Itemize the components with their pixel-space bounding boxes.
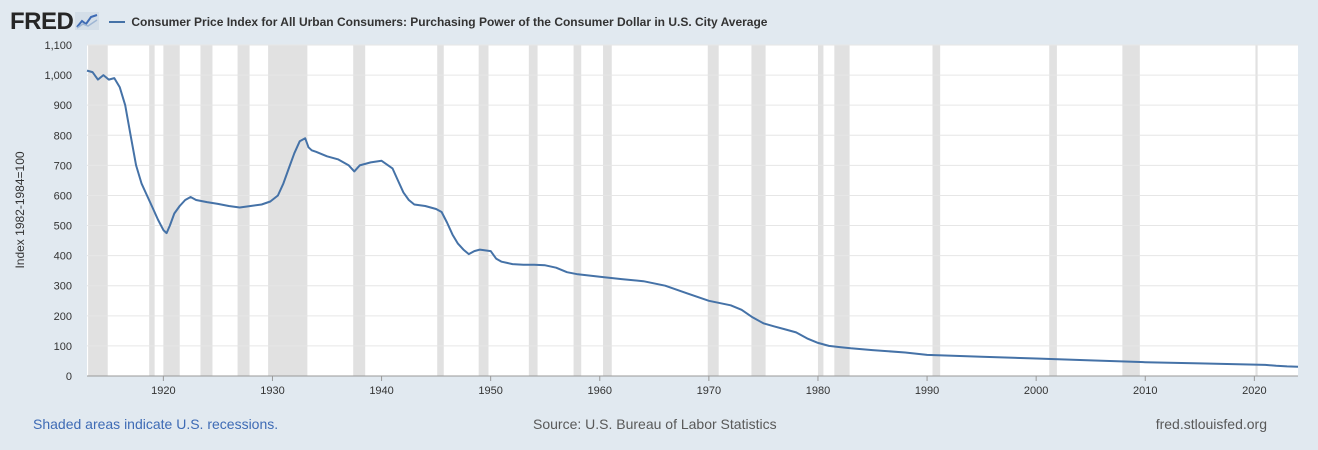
y-tick-label-11: 1,100 <box>44 40 72 52</box>
recession-band-0 <box>88 45 108 376</box>
recession-band-13 <box>751 45 766 376</box>
recession-band-6 <box>353 45 366 376</box>
y-axis-label: Index 1982-1984=100 <box>13 151 27 268</box>
recession-band-8 <box>478 45 489 376</box>
legend-line-swatch <box>109 21 126 23</box>
recession-band-3 <box>200 45 213 376</box>
recession-band-12 <box>707 45 719 376</box>
y-tick-label-0: 0 <box>66 371 72 383</box>
y-tick-label-2: 200 <box>54 311 72 323</box>
recession-band-16 <box>932 45 941 376</box>
x-tick-label-0: 1920 <box>151 385 175 397</box>
line-chart: 0 100 200 300 400 500 600 700 800 900 1,000 1,100 19… <box>13 40 1299 397</box>
x-tick-label-9: 2010 <box>1133 385 1157 397</box>
recession-band-5 <box>268 45 308 376</box>
x-tick-label-1: 1930 <box>260 385 284 397</box>
recession-band-17 <box>1049 45 1057 376</box>
x-tick-label-4: 1960 <box>588 385 612 397</box>
y-tick-label-7: 700 <box>54 160 72 172</box>
x-tick-label-7: 1990 <box>915 385 939 397</box>
site-link[interactable]: fred.stlouisfed.org <box>1155 416 1267 432</box>
recession-band-2 <box>163 45 180 376</box>
fred-chart-icon <box>75 12 100 30</box>
recession-band-1 <box>149 45 155 376</box>
x-tick-label-2: 1940 <box>369 385 393 397</box>
x-tick-label-5: 1970 <box>697 385 721 397</box>
series-line-0[interactable] <box>86 69 1299 368</box>
recession-band-4 <box>237 45 250 376</box>
y-tick-label-10: 1,000 <box>44 70 72 82</box>
y-tick-label-4: 400 <box>54 251 72 263</box>
recession-band-11 <box>603 45 612 376</box>
x-tick-label-8: 2000 <box>1024 385 1048 397</box>
recession-band-10 <box>573 45 582 376</box>
recession-band-9 <box>528 45 538 376</box>
recession-band-15 <box>834 45 850 376</box>
y-tick-label-8: 800 <box>54 130 72 142</box>
recession-band-14 <box>817 45 824 376</box>
axes: 0 100 200 300 400 500 600 700 800 900 1,000 1,100 19… <box>44 40 1298 397</box>
y-tick-label-3: 300 <box>54 281 72 293</box>
chart-title[interactable]: Consumer Price Index for All Urban Consu… <box>131 15 768 29</box>
y-tick-label-6: 600 <box>54 190 72 202</box>
recession-band-18 <box>1122 45 1140 376</box>
recession-band-19 <box>1255 45 1258 376</box>
x-tick-label-3: 1950 <box>478 385 502 397</box>
source-note[interactable]: Source: U.S. Bureau of Labor Statistics <box>533 416 777 432</box>
y-tick-label-9: 900 <box>54 100 72 112</box>
chart-header: FRED Consumer Price Index for All Urban … <box>10 6 767 38</box>
y-tick-label-1: 100 <box>54 341 72 353</box>
recession-bands <box>88 45 1258 376</box>
recession-note: Shaded areas indicate U.S. recessions. <box>33 416 279 432</box>
fred-logo[interactable]: FRED <box>10 8 74 35</box>
x-tick-label-10: 2020 <box>1242 385 1266 397</box>
x-tick-label-6: 1980 <box>806 385 830 397</box>
y-tick-label-5: 500 <box>54 221 72 233</box>
series-group <box>86 69 1299 368</box>
grid-lines <box>87 44 1298 347</box>
